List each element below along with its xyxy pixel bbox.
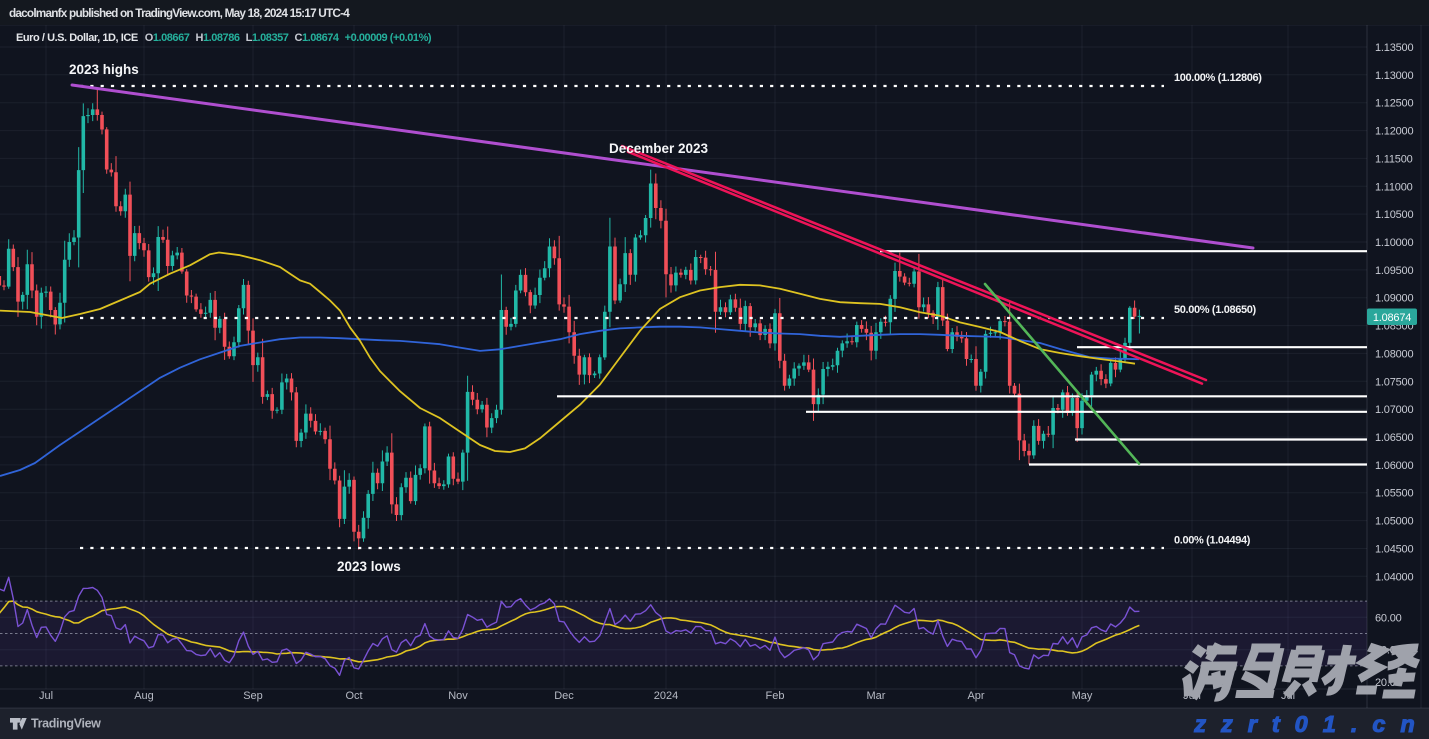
svg-text:Mar: Mar: [867, 690, 886, 702]
svg-text:1.10500: 1.10500: [1375, 209, 1413, 221]
svg-text:1.07500: 1.07500: [1375, 376, 1413, 388]
svg-text:Sep: Sep: [243, 690, 263, 702]
svg-text:TradingView: TradingView: [31, 717, 101, 731]
svg-text:1.05000: 1.05000: [1375, 516, 1413, 528]
svg-text:dacolmanfx published on Tradin: dacolmanfx published on TradingView.com,…: [9, 6, 350, 20]
svg-text:1.13500: 1.13500: [1375, 42, 1413, 54]
svg-text:1.09000: 1.09000: [1375, 293, 1413, 305]
svg-text:Nov: Nov: [448, 690, 468, 702]
svg-text:50.00% (1.08650): 50.00% (1.08650): [1174, 304, 1257, 316]
svg-text:1.04000: 1.04000: [1375, 571, 1413, 583]
svg-text:1.11500: 1.11500: [1375, 153, 1413, 165]
svg-text:Aug: Aug: [134, 690, 154, 702]
svg-text:1.11000: 1.11000: [1375, 181, 1413, 193]
svg-text:1.12500: 1.12500: [1375, 98, 1413, 110]
svg-text:60.00: 60.00: [1375, 612, 1402, 624]
svg-text:1.07000: 1.07000: [1375, 404, 1413, 416]
svg-text:100.00% (1.12806): 100.00% (1.12806): [1174, 72, 1262, 84]
svg-text:1.13000: 1.13000: [1375, 70, 1413, 82]
svg-text:zzrt01.cn: zzrt01.cn: [1193, 711, 1429, 737]
svg-text:1.06000: 1.06000: [1375, 460, 1413, 472]
svg-text:1.10000: 1.10000: [1375, 237, 1413, 249]
svg-text:May: May: [1072, 690, 1093, 702]
svg-text:Oct: Oct: [345, 690, 362, 702]
svg-text:Dec: Dec: [554, 690, 574, 702]
svg-text:1.09500: 1.09500: [1375, 265, 1413, 277]
svg-text:2023 lows: 2023 lows: [337, 559, 401, 574]
svg-text:1.05500: 1.05500: [1375, 488, 1413, 500]
svg-text:1.08000: 1.08000: [1375, 348, 1413, 360]
svg-text:Jul: Jul: [39, 690, 53, 702]
svg-text:1.04500: 1.04500: [1375, 544, 1413, 556]
svg-text:Feb: Feb: [766, 690, 785, 702]
svg-text:1.08674: 1.08674: [1373, 312, 1411, 324]
svg-text:Apr: Apr: [967, 690, 984, 702]
svg-text:1.12000: 1.12000: [1375, 126, 1413, 138]
svg-text:0.00% (1.04494): 0.00% (1.04494): [1174, 535, 1251, 547]
svg-text:1.06500: 1.06500: [1375, 432, 1413, 444]
svg-text:2024: 2024: [654, 690, 678, 702]
svg-text:December 2023: December 2023: [609, 141, 709, 156]
svg-text:2023 highs: 2023 highs: [69, 62, 139, 77]
